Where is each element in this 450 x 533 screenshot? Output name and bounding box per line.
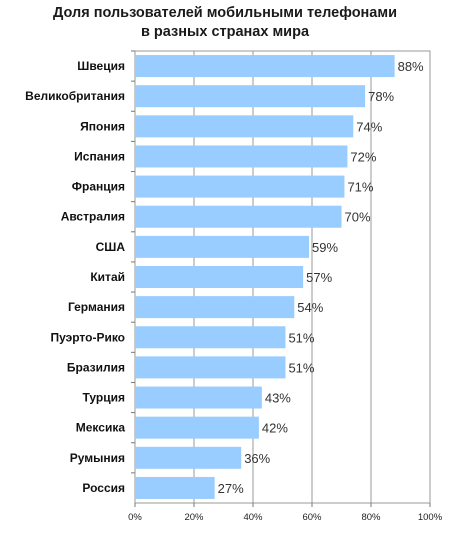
data-label: 51%: [288, 330, 314, 345]
chart-title: Доля пользователей мобильными телефонами…: [0, 4, 450, 42]
bar: [135, 446, 242, 469]
x-tick-label: 20%: [184, 512, 204, 523]
category-label: Турция: [83, 391, 125, 405]
data-label: 42%: [262, 421, 288, 436]
bar: [135, 115, 354, 138]
category-label: Румыния: [70, 451, 125, 465]
bar: [135, 85, 366, 108]
category-label: Австралия: [61, 210, 125, 224]
chart-title-line-2: в разных странах мира: [140, 24, 310, 40]
bar: [135, 416, 259, 439]
category-label: Великобритания: [25, 89, 125, 103]
data-label: 57%: [306, 270, 332, 285]
category-label: Мексика: [76, 421, 126, 435]
category-label: Франция: [72, 180, 125, 194]
category-label: Испания: [74, 149, 125, 163]
data-label: 27%: [218, 481, 244, 496]
x-tick-label: 40%: [243, 512, 263, 523]
chart-title-line-1: Доля пользователей мобильными телефонами: [52, 5, 398, 21]
bar: [135, 55, 395, 78]
bar: [135, 296, 295, 319]
data-label: 54%: [297, 300, 323, 315]
category-label: Россия: [82, 481, 125, 495]
bar: [135, 326, 286, 349]
bar: [135, 145, 348, 168]
category-label: Бразилия: [67, 360, 125, 374]
bar: [135, 235, 310, 258]
bar: [135, 476, 215, 499]
x-tick-label: 0%: [128, 512, 142, 523]
category-label: США: [96, 240, 126, 254]
bar: [135, 356, 286, 379]
bar: [135, 205, 342, 228]
category-label: Китай: [90, 270, 125, 284]
x-tick-label: 100%: [418, 512, 443, 523]
category-label: Япония: [80, 119, 125, 133]
data-label: 70%: [345, 210, 371, 225]
category-label: Швеция: [77, 59, 125, 73]
data-label: 43%: [265, 391, 291, 406]
x-tick-label: 60%: [302, 512, 322, 523]
category-label: Пуэрто-Рико: [50, 330, 125, 344]
data-label: 36%: [244, 451, 270, 466]
bar: [135, 386, 262, 409]
data-label: 78%: [368, 89, 394, 104]
category-label: Германия: [68, 300, 125, 314]
data-label: 72%: [350, 149, 376, 164]
data-label: 59%: [312, 240, 338, 255]
data-label: 51%: [288, 360, 314, 375]
data-label: 74%: [356, 119, 382, 134]
data-label: 88%: [398, 59, 424, 74]
bar: [135, 175, 345, 198]
data-label: 71%: [347, 180, 373, 195]
x-tick-label: 80%: [361, 512, 381, 523]
bar: [135, 266, 304, 288]
